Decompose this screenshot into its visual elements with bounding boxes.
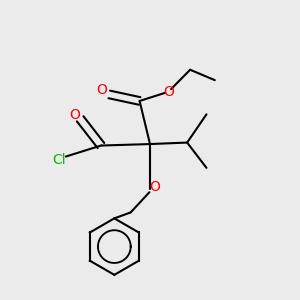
Text: Cl: Cl [52, 152, 66, 167]
Text: O: O [149, 180, 160, 194]
Text: O: O [163, 85, 174, 99]
Text: O: O [96, 83, 107, 97]
Text: O: O [69, 108, 80, 122]
